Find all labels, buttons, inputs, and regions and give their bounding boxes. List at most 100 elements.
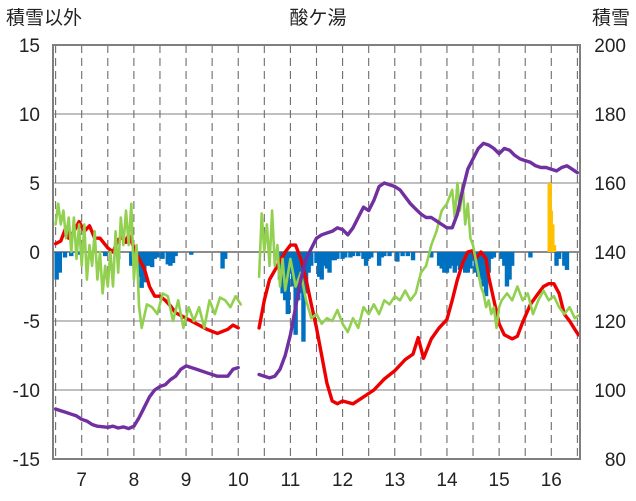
blue-bar [319, 252, 324, 280]
blue-bar [387, 252, 392, 257]
blue-bar [400, 252, 405, 257]
blue-bar [144, 252, 150, 266]
orange-bar [550, 224, 555, 252]
blue-bar [395, 252, 400, 262]
blue-bar [366, 252, 371, 259]
blue-bar [69, 252, 74, 257]
purple-line [53, 364, 240, 431]
blue-bar [316, 252, 322, 277]
blue-bar [301, 252, 306, 342]
left-axis-label: 積雪以外 [6, 7, 82, 29]
blue-bar [309, 252, 314, 266]
y-tick-label: 15 [19, 36, 40, 57]
orange-bar [551, 245, 557, 252]
blue-bar [329, 252, 335, 261]
blue-bar [463, 252, 468, 273]
blue-bar [447, 252, 452, 269]
blue-bar [356, 252, 361, 257]
blue-bar [173, 252, 178, 257]
blue-bar [57, 252, 62, 273]
blue-bar [293, 252, 298, 335]
y2-tick-label: 120 [594, 312, 626, 333]
blue-bar [449, 252, 455, 266]
blue-bar [170, 252, 176, 264]
green-line [257, 181, 580, 334]
blue-bar [102, 252, 108, 257]
x-tick-label: 15 [489, 470, 510, 491]
y-tick-label: -5 [23, 312, 40, 333]
blue-bar [139, 252, 144, 288]
line-series [53, 141, 581, 431]
plot-frame [52, 44, 581, 460]
blue-bar [220, 252, 225, 269]
blue-bar [189, 252, 194, 255]
blue-bar [76, 252, 82, 255]
blue-bar [442, 252, 447, 273]
y-tick-label: 0 [29, 243, 40, 264]
blue-bar [306, 252, 311, 273]
blue-bar [62, 252, 68, 258]
blue-bar [340, 252, 345, 259]
blue-bar [376, 252, 382, 266]
blue-bar [509, 252, 515, 266]
blue-bar [335, 252, 340, 259]
blue-bar [314, 252, 319, 264]
tick-labels: 15 10 5 0 -5 -10 -15 200 180 160 140 120 100 80 7 8 9 10 1… [13, 36, 626, 491]
y-tick-label: 10 [19, 105, 40, 126]
blue-bar [350, 252, 356, 257]
x-tick-label: 16 [541, 470, 562, 491]
blue-bar [361, 252, 366, 259]
x-tick-label: 8 [129, 470, 140, 491]
blue-bar [168, 252, 173, 266]
blue-bar [478, 252, 484, 280]
blue-bar [476, 252, 481, 277]
blue-bar [136, 252, 142, 277]
blue-bar [379, 252, 384, 258]
blue-bar [436, 252, 442, 266]
blue-bar [489, 252, 494, 259]
red-line [257, 243, 581, 406]
x-tick-label: 10 [228, 470, 249, 491]
blue-bar [507, 252, 512, 280]
y2-tick-label: 160 [594, 174, 626, 195]
x-tick-label: 14 [436, 470, 458, 491]
blue-bar [465, 252, 471, 273]
blue-bar [332, 252, 337, 261]
y-tick-label: 5 [29, 174, 40, 195]
blue-bar [324, 252, 330, 269]
blue-bar [556, 252, 562, 259]
blue-bar [363, 252, 369, 266]
blue-bar [564, 252, 570, 270]
blue-bar [468, 252, 473, 269]
x-tick-label: 7 [76, 470, 87, 491]
blue-bar [54, 252, 59, 280]
green-line [54, 202, 243, 330]
blue-bar [504, 252, 510, 287]
blue-bar [457, 252, 463, 270]
blue-bar [528, 252, 533, 258]
blue-bar [155, 252, 160, 258]
blue-bar [322, 252, 327, 266]
blue-bar [455, 252, 460, 266]
y-tick-label: -10 [13, 381, 40, 402]
x-tick-label: 12 [332, 470, 353, 491]
blue-bar [481, 252, 486, 287]
blue-bar [554, 252, 559, 266]
blue-bar [369, 252, 374, 258]
y2-tick-label: 100 [594, 381, 626, 402]
blue-bar [147, 252, 152, 266]
blue-bar [499, 252, 504, 259]
blue-bar [483, 252, 489, 297]
y2-tick-label: 180 [594, 105, 626, 126]
chart-title: 酸ケ湯 [289, 7, 346, 29]
blue-bar [410, 252, 416, 261]
blue-bar [486, 252, 491, 273]
blue-bar [348, 252, 353, 258]
y2-tick-label: 200 [594, 36, 626, 57]
blue-bar [439, 252, 444, 269]
blue-bar [502, 252, 507, 266]
blue-bar [452, 252, 457, 273]
purple-line [257, 141, 580, 380]
blue-bar [342, 252, 348, 258]
